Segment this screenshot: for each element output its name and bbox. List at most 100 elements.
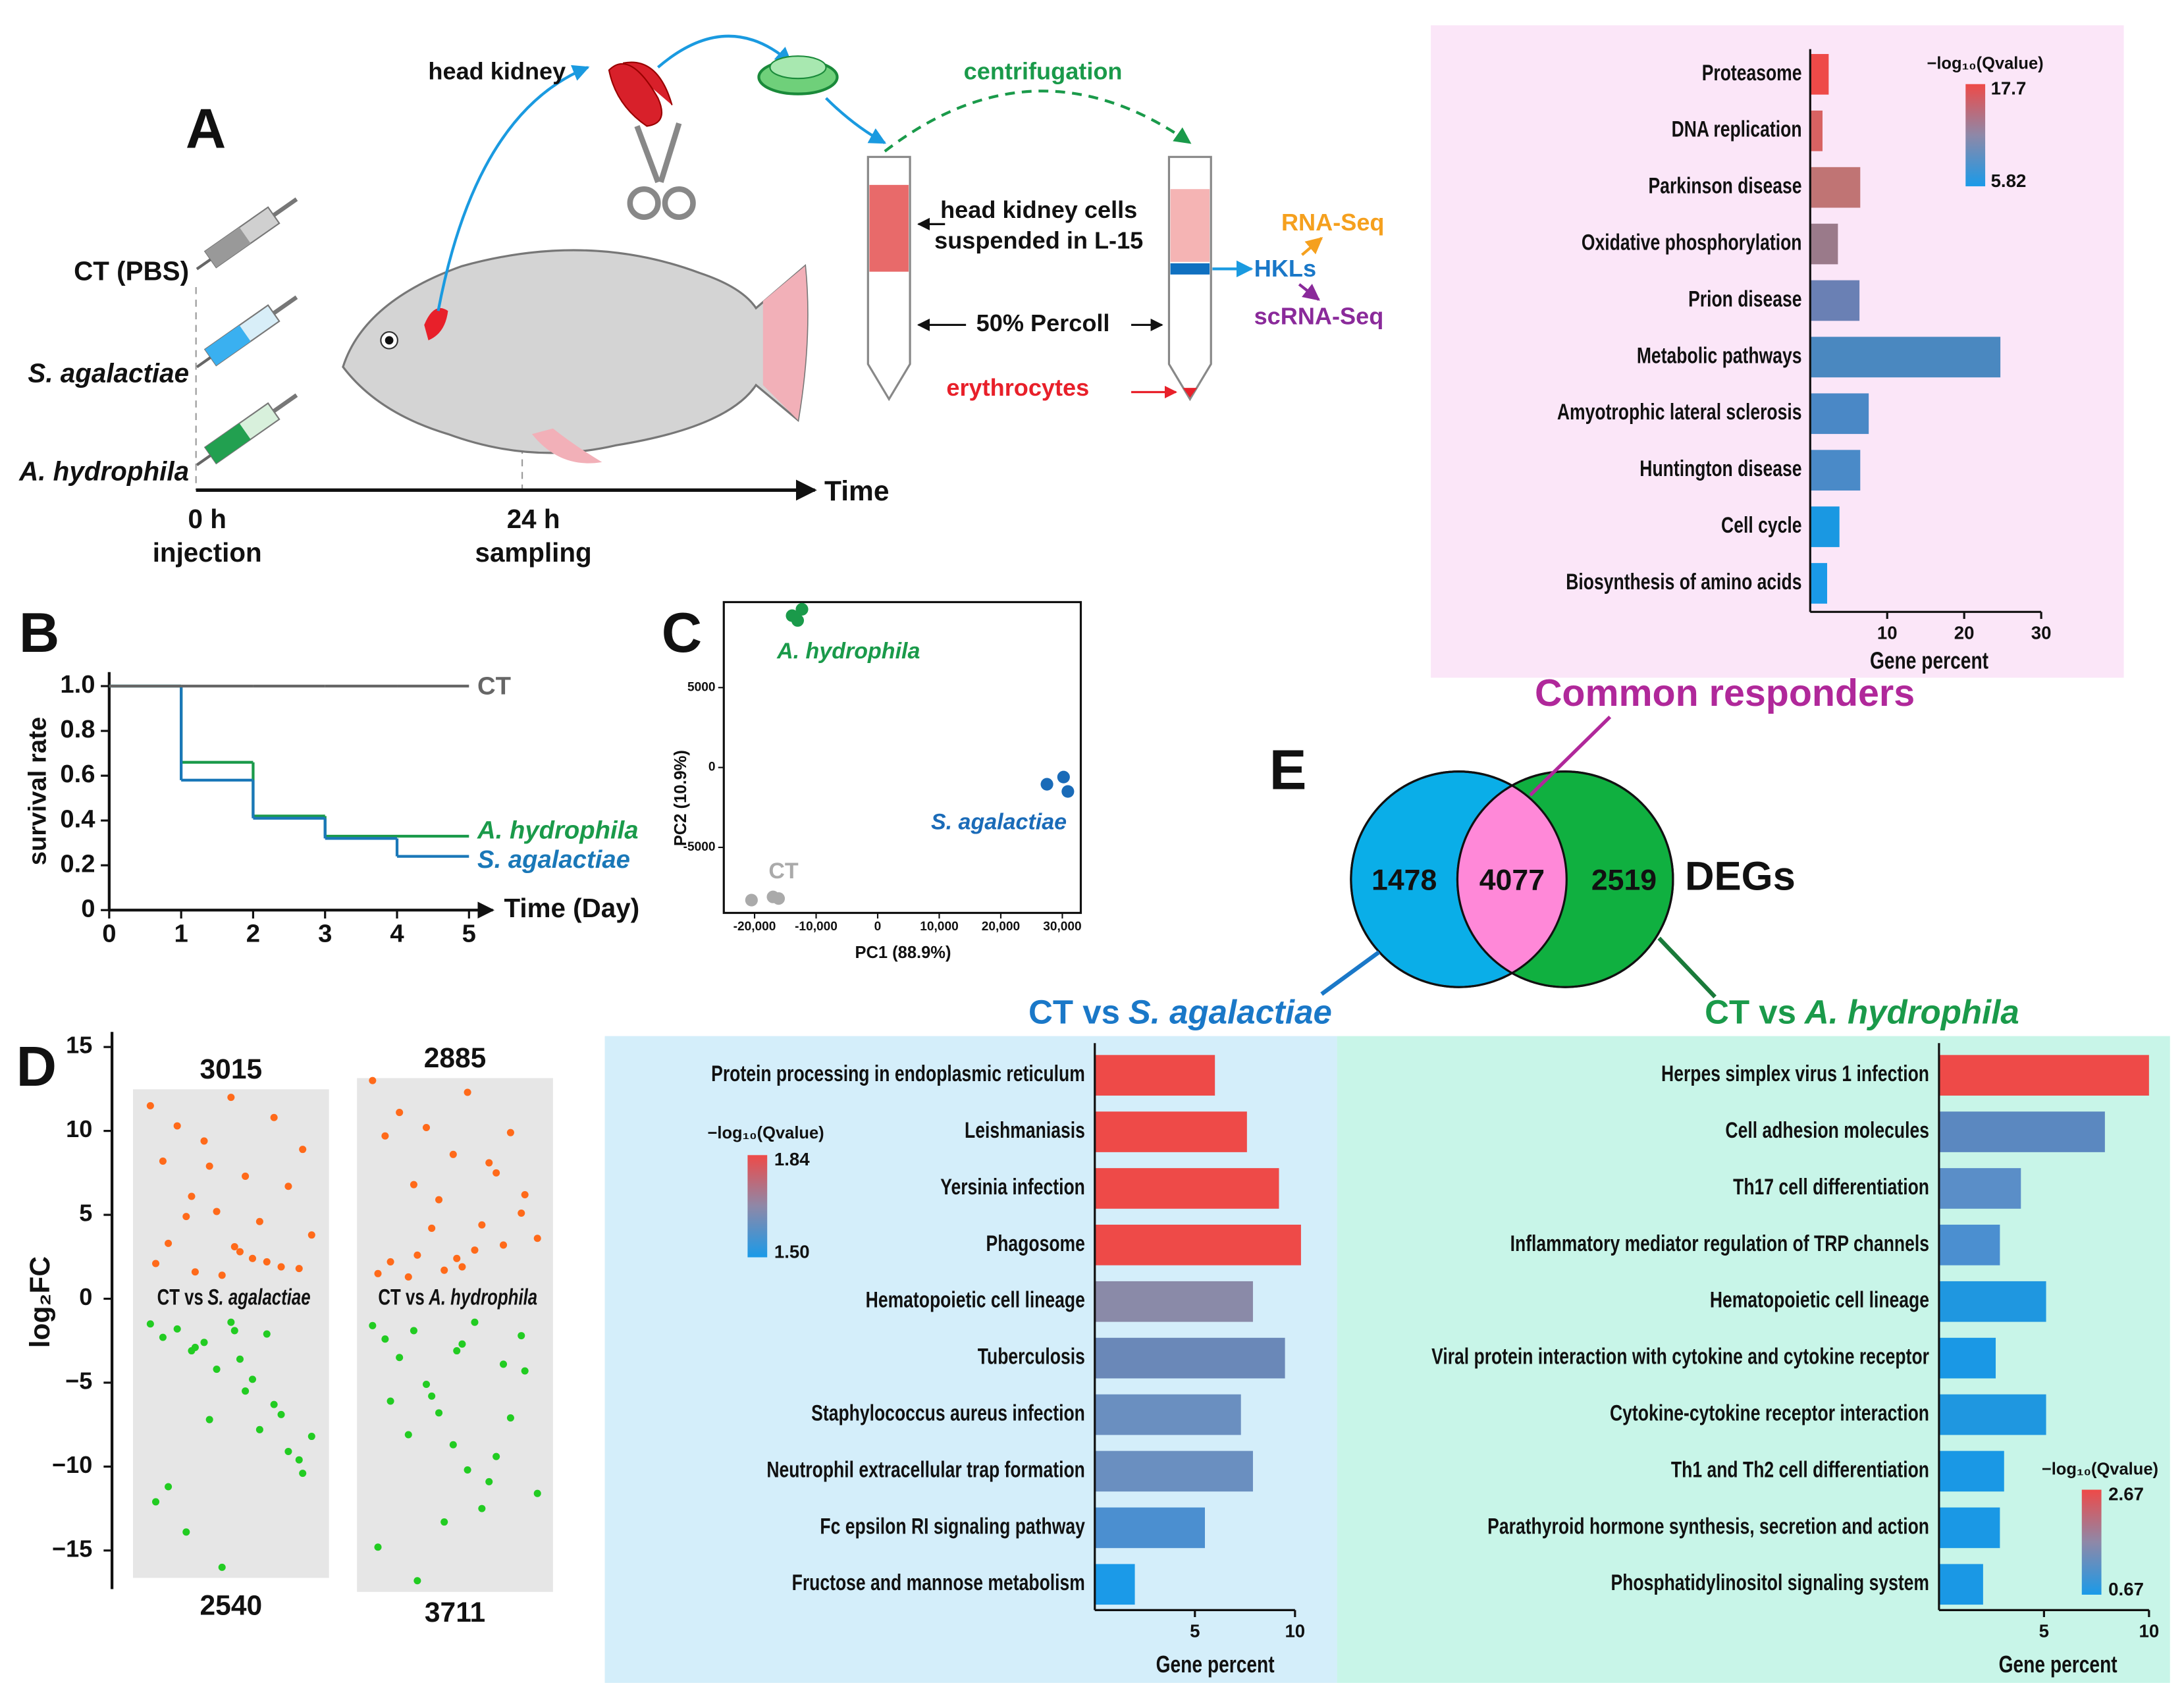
x-tick-label: 30,000 [1043, 920, 1082, 934]
bar [1938, 1281, 2046, 1322]
y-tick-label: 0.8 [60, 715, 95, 743]
bar [1938, 1394, 2046, 1435]
point [277, 1263, 285, 1271]
venn-annotation: Common responders [1535, 672, 1915, 714]
colorbar [747, 1155, 768, 1258]
point [471, 1318, 479, 1326]
point [506, 1129, 514, 1136]
colorbar-max: 1.84 [774, 1149, 810, 1169]
category-label: Th1 and Th2 cell differentiation [1671, 1457, 1929, 1482]
x-axis-label: Gene percent [1156, 1651, 1275, 1678]
bar [1810, 393, 1869, 435]
x-tick-label: 0 [874, 920, 882, 934]
point [493, 1169, 500, 1177]
category-label: Oxidative phosphorylation [1582, 230, 1802, 255]
axis-label: Time [824, 476, 889, 507]
point [151, 1498, 160, 1506]
scissors [627, 122, 696, 220]
syringe [196, 393, 298, 467]
panel-letter: E [1269, 739, 1307, 801]
point [188, 1192, 196, 1200]
bar [1938, 1225, 2000, 1265]
point [191, 1268, 199, 1276]
point [410, 1327, 417, 1335]
colorbar-min: 5.82 [1991, 171, 2027, 191]
point [464, 1466, 471, 1474]
venn-outline [1456, 770, 1674, 988]
kidney-spot [424, 307, 448, 340]
bar [1810, 280, 1860, 321]
arrow [437, 65, 590, 311]
category-label: Parathyroid hormone synthesis, secretion… [1487, 1514, 1929, 1539]
y-tick-label: 0.4 [60, 805, 95, 833]
count-label: 3711 [425, 1597, 485, 1628]
connector [1529, 715, 1612, 797]
label: 50% Percoll [976, 309, 1110, 336]
point [381, 1335, 389, 1343]
x-tick-label: 5 [462, 920, 476, 948]
bar [1094, 1337, 1285, 1379]
syringe [196, 197, 298, 271]
x-tick-label: -20,000 [733, 920, 776, 934]
point [374, 1543, 382, 1551]
group-label-name: S. agalactiae [207, 1285, 310, 1310]
point [440, 1518, 448, 1526]
x-tick-label: 0 [102, 920, 116, 948]
y-tick-label: −10 [52, 1451, 92, 1478]
bar [1094, 1451, 1253, 1492]
point [745, 893, 758, 907]
colorbar-max: 17.7 [1991, 78, 2027, 99]
venn: E 1478 4077 2519 DEGs Common responders … [1028, 672, 2019, 1031]
point [213, 1366, 221, 1373]
point [236, 1355, 244, 1363]
point [386, 1397, 394, 1405]
point [1040, 778, 1053, 791]
point [396, 1354, 404, 1362]
category-label: Yersinia infection [940, 1175, 1085, 1200]
bar [1094, 1507, 1205, 1549]
point [458, 1263, 466, 1271]
group-label: CT vsS. agalactiae [157, 1285, 311, 1310]
y-tick-label: −15 [52, 1535, 92, 1562]
legend-label: S. agalactiae [477, 845, 630, 874]
y-tick-label: -5000 [683, 840, 716, 854]
point [213, 1208, 221, 1215]
x-tick-label: 3 [318, 920, 332, 948]
point [218, 1271, 226, 1279]
category-label: Cell cycle [1721, 513, 1801, 538]
kidney [608, 61, 673, 127]
point [381, 1132, 389, 1140]
point [255, 1425, 263, 1433]
venn-count: 4077 [1479, 865, 1545, 897]
legend-label: CT [477, 672, 511, 700]
point [435, 1196, 443, 1204]
group-label: CT [768, 859, 799, 884]
point [277, 1410, 285, 1418]
point [165, 1239, 173, 1247]
category-label: Cytokine-cytokine receptor interaction [1610, 1401, 1929, 1426]
point [369, 1321, 377, 1329]
panel-letter: A [186, 98, 226, 161]
y-tick-label: 0 [708, 760, 716, 774]
colorbar-title: −log₁₀(Qvalue) [2042, 1460, 2158, 1478]
comparison-label: CT vs S. agalactiae [1028, 994, 1332, 1031]
bar [1094, 1111, 1247, 1152]
point [506, 1414, 514, 1422]
label: erythrocytes [946, 374, 1089, 401]
point [255, 1217, 263, 1225]
point [533, 1235, 541, 1242]
category-label: Herpes simplex virus 1 infection [1661, 1061, 1929, 1086]
bar [1810, 167, 1861, 208]
tube-content [1170, 189, 1210, 262]
x-axis-label: PC1 (88.9%) [855, 944, 951, 962]
point [369, 1077, 377, 1084]
point [410, 1181, 417, 1188]
point [248, 1375, 257, 1383]
y-axis-label: survival rate [24, 717, 52, 865]
time-label: 0 h [188, 504, 226, 534]
x-axis-label: Time (Day) [504, 893, 639, 923]
y-tick-label: 15 [66, 1032, 92, 1059]
point [396, 1109, 404, 1117]
category-label: Parkinson disease [1648, 174, 1801, 199]
point [521, 1367, 529, 1375]
